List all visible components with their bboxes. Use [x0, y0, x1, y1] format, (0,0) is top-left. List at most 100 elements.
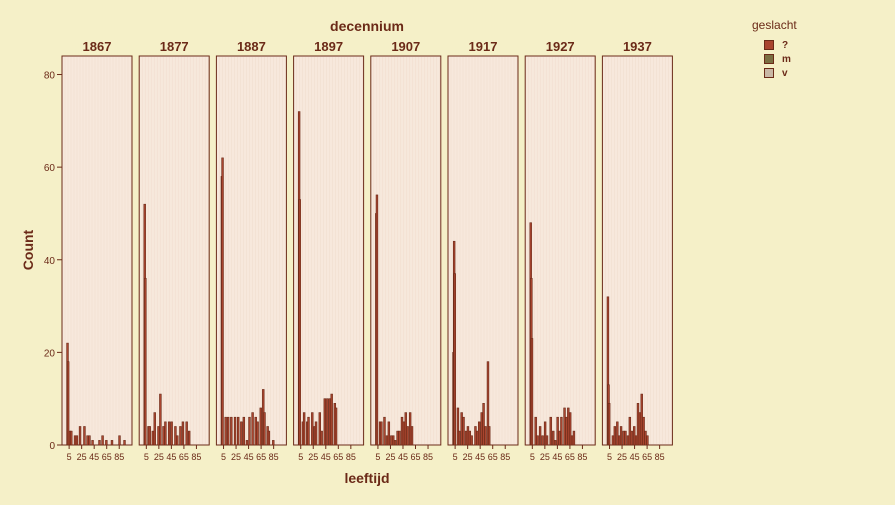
x-tick-label: 25 — [385, 452, 395, 462]
facet-panel-1937: 1937 5 25 45 65 85 — [601, 39, 673, 462]
legend: geslacht ? m v — [752, 18, 797, 80]
bar — [534, 416, 537, 446]
bar — [323, 398, 327, 446]
bar — [151, 430, 155, 446]
bar — [267, 430, 271, 446]
facet-label: 1877 — [160, 39, 189, 54]
x-tick-label: 65 — [488, 452, 498, 462]
bar — [375, 194, 379, 446]
bar — [226, 416, 230, 446]
bar — [613, 426, 617, 446]
bar — [556, 416, 559, 446]
bar — [167, 421, 171, 446]
bar — [543, 421, 547, 446]
bar — [302, 412, 306, 446]
bar — [334, 407, 338, 446]
bar — [251, 412, 254, 446]
bar — [330, 393, 333, 446]
bar — [553, 440, 557, 446]
bar — [611, 435, 615, 446]
bar — [460, 412, 463, 446]
bar — [638, 412, 642, 446]
facet-label: 1887 — [237, 39, 266, 54]
x-tick-label: 45 — [89, 452, 99, 462]
x-tick-label: 5 — [221, 452, 226, 462]
x-tick-label: 85 — [191, 452, 201, 462]
bar — [185, 421, 188, 446]
bar — [476, 430, 479, 446]
panel-frame — [138, 55, 210, 446]
panel-frame — [524, 55, 596, 446]
bar — [400, 416, 404, 446]
x-tick-label: 25 — [77, 452, 87, 462]
bar — [468, 430, 472, 446]
bar — [242, 416, 246, 446]
bar — [408, 412, 412, 446]
bar — [565, 416, 568, 446]
bar — [530, 338, 534, 446]
x-tick-label: 45 — [166, 452, 176, 462]
legend-swatch-m — [764, 54, 774, 64]
bar — [83, 426, 86, 446]
bar — [482, 403, 485, 446]
bar — [644, 430, 647, 446]
bar — [404, 412, 407, 446]
x-tick-label: 45 — [244, 452, 254, 462]
x-tick-label: 85 — [346, 452, 356, 462]
bar — [157, 426, 160, 446]
bar — [396, 430, 399, 446]
x-tick-label: 25 — [617, 452, 627, 462]
bar — [174, 426, 177, 446]
bar — [307, 416, 310, 446]
bar — [634, 435, 638, 446]
facet-panel-1867: 1867 5 25 45 65 85 — [61, 39, 133, 462]
bar — [633, 426, 636, 446]
bar — [254, 416, 257, 446]
bar — [572, 430, 576, 446]
x-tick-label: 5 — [530, 452, 535, 462]
bar — [607, 403, 611, 446]
bar — [78, 426, 82, 446]
x-tick-label: 65 — [642, 452, 652, 462]
bar — [474, 426, 477, 446]
x-tick-label: 25 — [308, 452, 318, 462]
x-tick-label: 5 — [144, 452, 149, 462]
facet-panel-1917: 1917 5 25 45 65 85 — [447, 39, 519, 462]
x-tick-label: 65 — [256, 452, 266, 462]
bar — [549, 416, 552, 446]
bar — [123, 440, 126, 446]
x-tick-label: 25 — [463, 452, 473, 462]
y-tick-label: 40 — [44, 256, 56, 267]
bar — [541, 435, 544, 446]
y-axis: 0 20 40 60 80 — [44, 71, 62, 452]
bar — [272, 440, 275, 446]
bar — [488, 426, 491, 446]
bar — [73, 435, 77, 446]
bar — [248, 416, 251, 446]
bar — [622, 430, 625, 446]
bar — [259, 407, 262, 446]
bar — [110, 440, 114, 446]
legend-item-v: v — [752, 66, 797, 80]
bar — [567, 407, 570, 446]
bar — [298, 199, 301, 446]
bar — [410, 426, 414, 446]
bar — [387, 421, 391, 446]
bar — [256, 421, 259, 446]
bar — [406, 426, 409, 446]
bar — [170, 421, 173, 446]
bar — [105, 440, 108, 446]
y-tick-label: 80 — [44, 71, 56, 82]
bar — [570, 435, 574, 446]
bar — [144, 277, 147, 446]
bar — [470, 435, 473, 446]
bar — [646, 435, 649, 446]
bar — [230, 416, 233, 446]
bar — [392, 435, 395, 446]
bar — [558, 430, 561, 446]
x-tick-label: 85 — [114, 452, 124, 462]
panel-frame — [601, 55, 673, 446]
bar — [320, 430, 323, 446]
